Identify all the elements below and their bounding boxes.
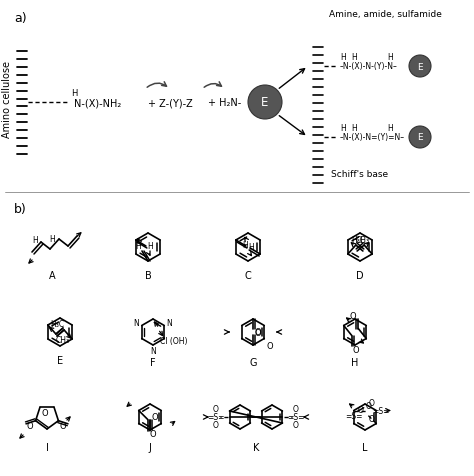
Text: E: E xyxy=(417,133,423,142)
Text: N: N xyxy=(166,318,173,327)
Text: –N-(X)-N-(Y)-N–: –N-(X)-N-(Y)-N– xyxy=(340,62,398,71)
Text: H: H xyxy=(135,242,141,251)
Text: H: H xyxy=(351,124,357,133)
Text: D: D xyxy=(356,270,364,280)
Text: J: J xyxy=(148,442,151,452)
Text: O: O xyxy=(353,345,359,354)
Text: O: O xyxy=(369,414,374,423)
Text: H: H xyxy=(387,124,393,133)
Text: O: O xyxy=(149,429,156,438)
Text: A: A xyxy=(49,270,55,280)
Circle shape xyxy=(248,86,282,120)
Text: a): a) xyxy=(14,12,27,25)
Text: H: H xyxy=(351,357,359,367)
Text: Amine, amide, sulfamide: Amine, amide, sulfamide xyxy=(328,10,441,20)
Text: O: O xyxy=(293,405,299,414)
Text: O: O xyxy=(152,413,158,422)
Text: H: H xyxy=(351,53,357,62)
Circle shape xyxy=(409,127,431,149)
Text: B: B xyxy=(145,270,151,280)
Text: F: F xyxy=(150,357,156,367)
Text: L: L xyxy=(362,442,368,452)
Text: O: O xyxy=(350,311,356,320)
Text: O: O xyxy=(255,328,261,337)
Text: O: O xyxy=(42,408,48,417)
Text: O: O xyxy=(213,405,219,414)
Text: + H₂N-: + H₂N- xyxy=(208,98,241,108)
Text: Cl (OH): Cl (OH) xyxy=(160,336,187,345)
Text: N-(X)-NH₂: N-(X)-NH₂ xyxy=(74,98,121,108)
FancyArrowPatch shape xyxy=(204,83,221,88)
Text: b): b) xyxy=(14,203,27,216)
Text: O: O xyxy=(60,421,66,430)
Text: O: O xyxy=(27,421,33,430)
Text: + Z-(Y)-Z: + Z-(Y)-Z xyxy=(148,98,193,108)
Text: O: O xyxy=(255,329,261,338)
Text: O: O xyxy=(213,421,219,430)
Text: O: O xyxy=(267,342,273,351)
Text: I: I xyxy=(46,442,48,452)
Text: =S=: =S= xyxy=(207,413,225,422)
Text: K: K xyxy=(253,442,259,452)
Text: H: H xyxy=(242,241,248,250)
Text: G: G xyxy=(249,357,257,367)
Text: H: H xyxy=(49,235,55,244)
Text: CH₃: CH₃ xyxy=(356,236,370,245)
Text: H₃C: H₃C xyxy=(50,320,64,329)
Text: CH₃: CH₃ xyxy=(56,336,70,345)
Text: O: O xyxy=(293,421,299,430)
Text: O: O xyxy=(369,398,374,407)
Text: H: H xyxy=(147,242,153,251)
Text: N: N xyxy=(150,347,156,356)
Text: H: H xyxy=(340,124,346,133)
Circle shape xyxy=(409,56,431,78)
Text: =S=: =S= xyxy=(287,413,305,422)
Text: E: E xyxy=(57,355,63,365)
Text: Schiff's base: Schiff's base xyxy=(331,170,389,179)
Text: Amino cellulose: Amino cellulose xyxy=(2,61,12,138)
Text: H: H xyxy=(340,53,346,62)
Text: O: O xyxy=(365,401,371,410)
Text: =S=: =S= xyxy=(372,406,389,415)
Text: C: C xyxy=(245,270,251,280)
Text: H: H xyxy=(387,53,393,62)
FancyArrowPatch shape xyxy=(147,83,166,88)
Text: H: H xyxy=(248,243,254,252)
Text: E: E xyxy=(261,96,269,109)
Text: H₃C: H₃C xyxy=(351,236,365,245)
Text: –N-(X)-N=(Y)=N–: –N-(X)-N=(Y)=N– xyxy=(340,133,405,142)
Text: E: E xyxy=(417,62,423,71)
Text: N: N xyxy=(134,318,139,327)
Text: H: H xyxy=(71,89,77,97)
Text: O: O xyxy=(357,405,363,414)
Text: H: H xyxy=(32,236,38,245)
Text: =S=: =S= xyxy=(345,411,362,420)
